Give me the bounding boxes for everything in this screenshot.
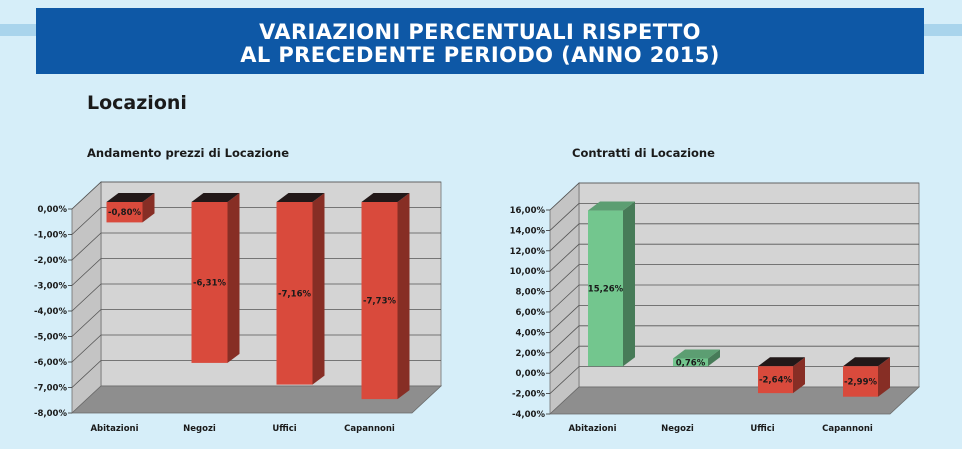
- bar-side: [708, 349, 720, 367]
- bar: [106, 202, 143, 223]
- gridline: [71, 181, 441, 210]
- bar: [673, 358, 708, 367]
- y-tick-label: -7,00%: [34, 384, 67, 394]
- bar-side: [397, 193, 410, 400]
- x-tick-label: Uffici: [272, 424, 296, 434]
- section-title: Locazioni: [87, 92, 187, 114]
- bar-side: [142, 193, 155, 223]
- data-label: -2,99%: [844, 377, 877, 387]
- gridline: [549, 325, 919, 354]
- gridline: [71, 258, 441, 286]
- y-tick-label: -3,00%: [34, 282, 67, 292]
- y-tick-label: -8,00%: [34, 409, 67, 419]
- chart-title-contracts: Contratti di Locazione: [572, 146, 715, 160]
- y-tick-label: -5,00%: [34, 333, 67, 343]
- bar: [361, 202, 398, 400]
- x-tick-label: Capannoni: [344, 424, 395, 434]
- gridline: [71, 334, 441, 363]
- y-tick-label: 16,00%: [510, 206, 546, 216]
- gridline: [549, 182, 919, 211]
- gridline: [71, 232, 441, 261]
- bar: [191, 202, 228, 363]
- data-label: -0,80%: [108, 208, 141, 218]
- y-tick-label: 4,00%: [516, 328, 546, 338]
- bar-top: [106, 193, 155, 202]
- data-label: -7,16%: [278, 289, 311, 299]
- gridline: [549, 243, 919, 272]
- y-tick-label: 14,00%: [510, 226, 546, 236]
- x-tick-label: Abitazioni: [90, 424, 138, 434]
- x-tick-label: Capannoni: [822, 424, 873, 434]
- data-label: 15,26%: [588, 284, 624, 294]
- bar-top: [276, 193, 325, 202]
- header-banner: VARIAZIONI PERCENTUALI RISPETTO AL PRECE…: [36, 8, 924, 74]
- y-tick-label: 8,00%: [516, 288, 546, 298]
- y-tick-label: 0,00%: [38, 205, 68, 215]
- bar-top: [588, 201, 635, 211]
- bar: [758, 366, 793, 394]
- y-tick-label: 12,00%: [510, 247, 546, 257]
- y-tick-label: 2,00%: [516, 349, 546, 359]
- data-label: -6,31%: [193, 278, 226, 288]
- gridline: [549, 366, 919, 394]
- y-tick-label: -2,00%: [34, 256, 67, 266]
- y-tick-label: 10,00%: [510, 267, 546, 277]
- bar-top: [673, 349, 720, 359]
- header-stripe-left: [0, 24, 36, 36]
- chart-floor: [548, 386, 921, 415]
- gridline: [71, 360, 441, 388]
- gridline: [71, 283, 441, 312]
- gridline: [71, 309, 441, 337]
- chart-title-prices: Andamento prezzi di Locazione: [87, 146, 289, 160]
- x-tick-label: Uffici: [750, 424, 774, 434]
- gridline: [549, 264, 919, 292]
- gridline: [549, 202, 919, 231]
- data-label: -2,64%: [759, 376, 792, 386]
- x-tick-label: Negozi: [183, 424, 216, 434]
- bar-side: [623, 201, 635, 367]
- bar: [588, 210, 623, 367]
- header-stripe-right: [924, 24, 962, 36]
- header-title-line1: VARIAZIONI PERCENTUALI RISPETTO: [259, 20, 701, 44]
- y-tick-label: -6,00%: [34, 358, 67, 368]
- bar-top: [191, 193, 240, 202]
- gridline: [71, 207, 441, 235]
- header-title-line2: AL PRECEDENTE PERIODO (ANNO 2015): [240, 43, 720, 67]
- data-label: 0,76%: [676, 358, 706, 368]
- y-tick-label: -4,00%: [34, 307, 67, 317]
- x-tick-label: Negozi: [661, 424, 694, 434]
- y-tick-label: 6,00%: [516, 308, 546, 318]
- bar-side: [878, 357, 890, 397]
- gridline: [549, 223, 919, 252]
- bar: [843, 366, 878, 397]
- y-tick-label: -4,00%: [512, 410, 545, 420]
- bar-top: [361, 193, 410, 202]
- y-tick-label: -1,00%: [34, 231, 67, 241]
- bar-top: [843, 357, 890, 367]
- prices-chart: 0,00% -1,00% -2,00% -3,00% -4,00% -5,00% -6,00…: [34, 181, 443, 434]
- gridline: [549, 345, 919, 374]
- gridline: [549, 304, 919, 333]
- y-tick-label: -2,00%: [512, 390, 545, 400]
- bar: [276, 202, 313, 385]
- data-label: -7,73%: [363, 297, 396, 307]
- bar-top: [758, 357, 805, 367]
- bar-side: [793, 357, 805, 394]
- x-tick-label: Abitazioni: [568, 424, 616, 434]
- chart-floor: [70, 385, 443, 414]
- bar-side: [227, 193, 240, 363]
- bar-side: [312, 193, 325, 385]
- y-tick-label: 0,00%: [516, 369, 546, 379]
- gridline: [549, 284, 919, 313]
